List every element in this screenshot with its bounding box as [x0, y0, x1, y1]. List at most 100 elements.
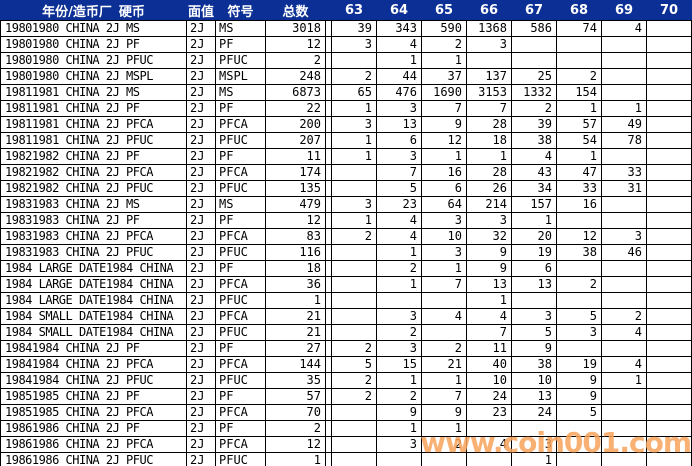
cell-face-value: 2J: [186, 452, 216, 466]
cell-grade-69: 4: [601, 20, 647, 37]
table-row: 19821982 CHINA 2J PFUC 2J PFUC 135 5 6 26 34 33 3…: [0, 180, 692, 197]
cell-grade-63: 1: [331, 148, 377, 165]
table-row: 19831983 CHINA 2J PFCA 2J PFCA 83 2 4 10 32 20 12…: [0, 228, 692, 245]
cell-coin-name: 1984 LARGE DATE1984 CHINA: [0, 260, 187, 277]
cell-coin-name: 1984 LARGE DATE1984 CHINA: [0, 292, 187, 309]
table-row: 19851985 CHINA 2J PF 2J PF 57 2 2 7 24 13 9: [0, 388, 692, 405]
cell-grade-67: 9: [511, 340, 557, 357]
cell-grade-63: 3: [331, 116, 377, 133]
cell-grade-67: 3: [511, 308, 557, 325]
cell-total: 2: [265, 420, 326, 437]
cell-symbol: PFUC: [215, 244, 266, 261]
cell-grade-64: 3: [376, 308, 422, 325]
cell-face-value: 2J: [186, 244, 216, 261]
cell-grade-67: [511, 420, 557, 437]
cell-symbol: PFCA: [215, 116, 266, 133]
cell-grade-63: 1: [331, 132, 377, 149]
cell-grade-70: [646, 84, 692, 101]
cell-grade-68: 2: [556, 276, 602, 293]
cell-coin-name: 19811981 CHINA 2J PFUC: [0, 132, 187, 149]
cell-grade-68: 9: [556, 372, 602, 389]
cell-grade-65: 21: [421, 356, 467, 373]
cell-grade-68: [556, 52, 602, 69]
cell-grade-66: 4: [466, 436, 512, 453]
cell-grade-63: 1: [331, 100, 377, 117]
cell-grade-64: 23: [376, 196, 422, 213]
cell-coin-name: 1984 SMALL DATE1984 CHINA: [0, 324, 187, 341]
cell-grade-65: 16: [421, 164, 467, 181]
cell-grade-66: 10: [466, 372, 512, 389]
cell-grade-70: [646, 356, 692, 373]
cell-grade-63: 2: [331, 68, 377, 85]
cell-grade-64: 44: [376, 68, 422, 85]
cell-grade-64: 1: [376, 52, 422, 69]
cell-grade-68: 1: [556, 100, 602, 117]
cell-total: 21: [265, 324, 326, 341]
cell-grade-68: [556, 36, 602, 53]
column-header-total: 总数: [265, 0, 326, 21]
cell-grade-65: 7: [421, 388, 467, 405]
cell-grade-69: 49: [601, 116, 647, 133]
cell-grade-63: 39: [331, 20, 377, 37]
cell-coin-name: 19841984 CHINA 2J PFUC: [0, 372, 187, 389]
column-header-face-value: 面值: [186, 0, 216, 21]
cell-grade-69: [601, 452, 647, 466]
cell-face-value: 2J: [186, 84, 216, 101]
cell-total: 27: [265, 340, 326, 357]
cell-grade-65: 1690: [421, 84, 467, 101]
cell-grade-64: 343: [376, 20, 422, 37]
cell-face-value: 2J: [186, 116, 216, 133]
cell-grade-69: [601, 148, 647, 165]
cell-total: 83: [265, 228, 326, 245]
cell-grade-69: 46: [601, 244, 647, 261]
table-row: 19811981 CHINA 2J PFCA 2J PFCA 200 3 13 9 28 39 5…: [0, 116, 692, 133]
table-row: 1984 SMALL DATE1984 CHINA 2J PFCA 21 3 4 4 3 5 2: [0, 308, 692, 325]
cell-grade-67: [511, 52, 557, 69]
cell-grade-63: [331, 276, 377, 293]
cell-grade-70: [646, 372, 692, 389]
cell-coin-name: 19801980 CHINA 2J PF: [0, 36, 187, 53]
table-row: 19801980 CHINA 2J MSPL 2J MSPL 248 2 44 37 137 2…: [0, 68, 692, 85]
cell-grade-63: 2: [331, 228, 377, 245]
cell-grade-65: 7: [421, 100, 467, 117]
cell-grade-67: 19: [511, 244, 557, 261]
cell-grade-69: [601, 36, 647, 53]
cell-grade-66: [466, 52, 512, 69]
cell-coin-name: 19841984 CHINA 2J PFCA: [0, 356, 187, 373]
cell-grade-63: 65: [331, 84, 377, 101]
cell-grade-67: 586: [511, 20, 557, 37]
cell-grade-66: 18: [466, 132, 512, 149]
cell-symbol: PFUC: [215, 180, 266, 197]
cell-grade-70: [646, 52, 692, 69]
cell-grade-65: 590: [421, 20, 467, 37]
cell-total: 70: [265, 404, 326, 421]
cell-face-value: 2J: [186, 308, 216, 325]
cell-grade-69: 4: [601, 356, 647, 373]
table-row: 19861986 CHINA 2J PFCA 2J PFCA 12 3 2 4 3: [0, 436, 692, 453]
cell-grade-68: 57: [556, 116, 602, 133]
cell-grade-65: 10: [421, 228, 467, 245]
cell-grade-67: [511, 292, 557, 309]
cell-grade-67: [511, 36, 557, 53]
cell-coin-name: 19851985 CHINA 2J PF: [0, 388, 187, 405]
cell-grade-66: 3: [466, 36, 512, 53]
cell-grade-64: [376, 292, 422, 309]
cell-grade-68: 12: [556, 228, 602, 245]
cell-grade-66: 23: [466, 404, 512, 421]
cell-grade-69: 2: [601, 308, 647, 325]
cell-grade-70: [646, 36, 692, 53]
cell-grade-68: 2: [556, 68, 602, 85]
cell-grade-66: 7: [466, 324, 512, 341]
column-header-grade-67: 67: [511, 0, 557, 21]
cell-grade-63: 3: [331, 36, 377, 53]
cell-coin-name: 19831983 CHINA 2J PFUC: [0, 244, 187, 261]
cell-grade-70: [646, 404, 692, 421]
cell-grade-69: [601, 420, 647, 437]
cell-grade-69: 3: [601, 228, 647, 245]
cell-grade-64: 3: [376, 436, 422, 453]
cell-grade-64: 9: [376, 404, 422, 421]
cell-grade-70: [646, 228, 692, 245]
cell-grade-64: 3: [376, 340, 422, 357]
cell-symbol: PFUC: [215, 52, 266, 69]
cell-total: 11: [265, 148, 326, 165]
